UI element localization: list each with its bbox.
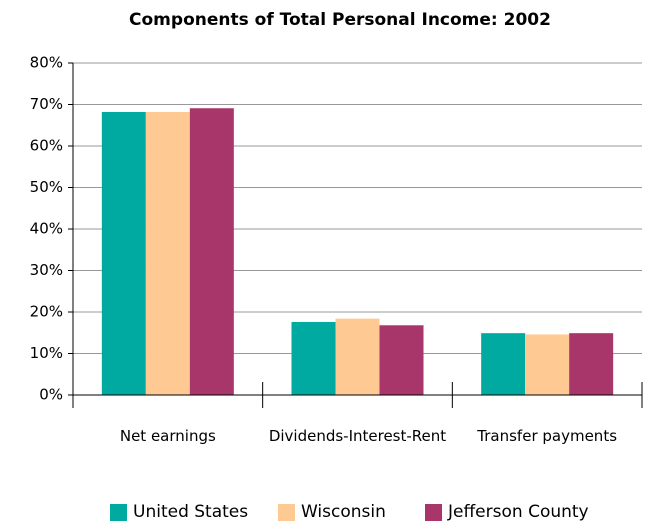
y-tick-label: 20% [30, 303, 63, 321]
bar [379, 325, 424, 395]
bar [189, 108, 234, 396]
bar [101, 111, 146, 395]
y-tick-label: 10% [30, 344, 63, 362]
legend-label: United States [133, 502, 249, 522]
x-tick-label: Dividends-Interest-Rent [268, 427, 447, 445]
chart-title: Components of Total Personal Income: 200… [129, 10, 551, 30]
legend-swatch [110, 503, 127, 521]
y-tick-label: 80% [30, 54, 63, 72]
y-tick-label: 30% [30, 261, 63, 279]
legend-label: Jefferson County [448, 502, 589, 522]
legend-swatch [425, 503, 442, 521]
legend-item: United States [110, 502, 248, 522]
y-tick-label: 50% [30, 178, 63, 196]
bar [569, 333, 614, 395]
x-tick-label: Transfer payments [477, 427, 618, 445]
bar [525, 334, 570, 395]
y-tick-label: 70% [30, 95, 63, 113]
y-tick-label: 0% [39, 386, 63, 404]
legend-item: Jefferson County [425, 502, 589, 522]
y-tick-label: 40% [30, 220, 63, 238]
legend-label: Wisconsin [301, 502, 386, 522]
bar [481, 333, 526, 395]
bar [291, 321, 336, 395]
x-tick-label: Net earnings [119, 427, 216, 445]
legend-item: Wisconsin [278, 502, 386, 522]
bar [335, 318, 380, 395]
y-tick-label: 60% [30, 137, 63, 155]
bar [145, 111, 190, 395]
legend-swatch [278, 503, 295, 521]
